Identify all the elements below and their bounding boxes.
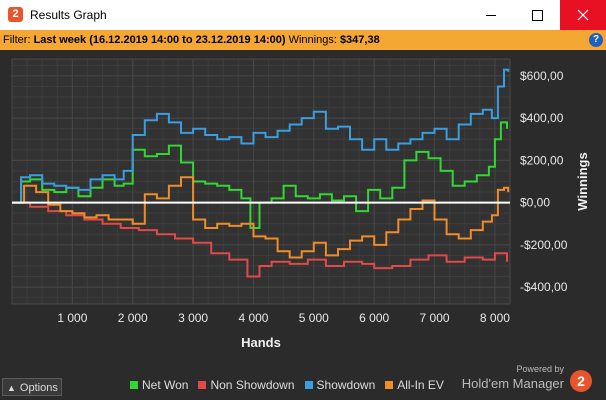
y-tick-label: $200,00	[520, 153, 564, 167]
help-icon[interactable]: ?	[589, 33, 603, 47]
y-tick-label: $600,00	[520, 69, 564, 83]
x-tick-label: 8 000	[480, 311, 510, 325]
x-axis-title: Hands	[241, 335, 281, 350]
close-button[interactable]	[560, 0, 606, 30]
x-tick-label: 5 000	[299, 311, 329, 325]
y-tick-label: -$400,00	[520, 280, 568, 294]
filter-value: Last week (16.12.2019 14:00 to 23.12.201…	[33, 34, 286, 46]
legend-item[interactable]: Non Showdown	[198, 377, 295, 393]
series-line-all-in-ev	[12, 176, 510, 259]
options-label: Options	[19, 382, 58, 394]
filter-summary[interactable]: Filter: Last week (16.12.2019 14:00 to 2…	[3, 30, 380, 50]
legend-item[interactable]: Showdown	[304, 377, 376, 393]
legend-swatch	[304, 381, 313, 389]
legend-item[interactable]: All-In EV	[385, 377, 444, 393]
brand-name: Hold'em Manager	[461, 376, 564, 391]
x-tick-label: 3 000	[178, 311, 208, 325]
legend-label: All-In EV	[397, 378, 444, 392]
y-tick-label: $0,00	[520, 196, 550, 210]
legend-swatch	[130, 381, 138, 389]
legend-label: Non Showdown	[210, 378, 295, 392]
x-tick-label: 6 000	[359, 311, 389, 325]
x-tick-label: 1 000	[57, 311, 87, 325]
bottom-bar: ▲ Options Net Won Non Showdown Showdown All-…	[0, 364, 606, 400]
winnings-value: $347,38	[339, 34, 380, 46]
filter-bar: Filter: Last week (16.12.2019 14:00 to 2…	[0, 30, 606, 50]
results-chart: 1 000 2 000 3 000 4 000 5 000 6 000 7 000 8 000…	[0, 50, 606, 375]
chart-legend: Net Won Non Showdown Showdown All-In EV	[130, 377, 454, 397]
legend-label: Net Won	[142, 378, 189, 392]
x-tick-label: 4 000	[238, 311, 268, 325]
chevron-up-icon: ▲	[7, 383, 16, 393]
y-axis-title: Winnings	[575, 152, 590, 210]
series-line-non-showdown	[12, 201, 508, 278]
legend-swatch	[198, 381, 207, 389]
maximize-icon	[532, 10, 543, 21]
title-bar: 2 Results Graph	[0, 0, 606, 31]
x-tick-label: 2 000	[118, 311, 148, 325]
filter-label: Filter:	[3, 34, 31, 46]
y-tick-label: -$200,00	[520, 238, 568, 252]
close-icon	[577, 9, 589, 21]
minimize-icon	[486, 15, 496, 16]
plot-border	[11, 58, 511, 305]
y-tick-label: $400,00	[520, 111, 564, 125]
winnings-label: Winnings:	[288, 34, 337, 46]
brand: Powered by Hold'em Manager 2	[462, 364, 604, 400]
powered-by-text: Powered by	[516, 364, 564, 374]
brand-logo-icon: 2	[570, 370, 592, 392]
window-title: Results Graph	[30, 8, 107, 22]
results-graph: 1 000 2 000 3 000 4 000 5 000 6 000 7 000 8 000…	[11, 58, 590, 350]
legend-label: Showdown	[316, 378, 376, 392]
legend-item[interactable]: Net Won	[130, 377, 188, 393]
maximize-button[interactable]	[514, 0, 560, 30]
x-tick-label: 7 000	[420, 311, 450, 325]
minimize-button[interactable]	[468, 0, 514, 30]
legend-swatch	[385, 381, 394, 389]
options-button[interactable]: ▲ Options	[2, 378, 62, 396]
app-logo-icon: 2	[8, 7, 23, 22]
series-line-showdown	[12, 68, 510, 204]
